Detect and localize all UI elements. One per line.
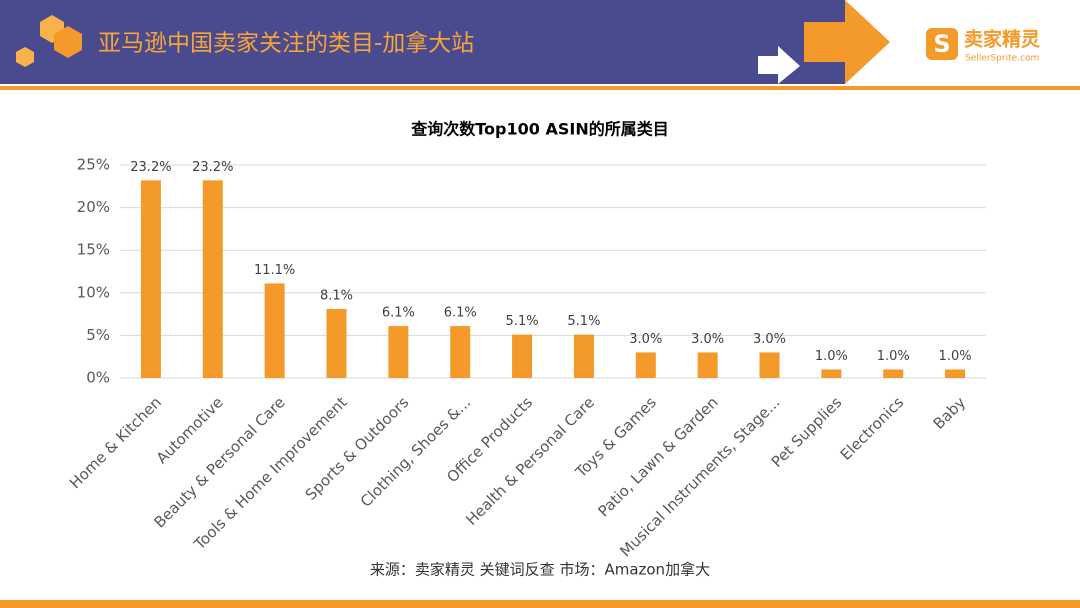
y-tick-label: 25% [77,156,110,174]
data-label: 6.1% [444,306,477,321]
logo-subtext: SellerSprite.com [965,54,1039,64]
x-tick-label: Electronics [837,393,908,464]
bar [450,326,471,378]
data-label: 1.0% [815,349,848,364]
data-label: 23.2% [130,160,171,175]
arrow [758,46,800,84]
x-tick-label: Health & Personal Care [462,393,598,529]
data-label: 23.2% [192,160,233,175]
x-tick-label: Sports & Outdoors [302,393,413,504]
bar [264,283,285,378]
bar [202,180,223,378]
source-note: 来源：卖家精灵 关键词反查 市场：Amazon加拿大 [370,561,710,579]
logo-glyph: S [933,30,950,58]
data-label: 1.0% [939,349,972,364]
bar [388,326,409,378]
data-label: 1.0% [877,349,910,364]
bar [140,180,161,378]
bar [512,334,533,378]
y-tick-label: 20% [77,198,110,216]
data-label: 8.1% [320,288,353,303]
y-tick-label: 10% [77,283,110,301]
data-label: 3.0% [629,332,662,347]
header-band [0,0,845,84]
data-label: 5.1% [567,314,600,329]
data-label: 6.1% [382,306,415,321]
data-label: 3.0% [753,332,786,347]
y-tick-label: 5% [86,326,110,344]
logo-text: 卖家精灵 [964,28,1041,51]
bar [759,352,780,378]
data-label: 11.1% [254,263,295,278]
bar [326,308,347,378]
logo-icon [926,28,958,60]
slide-title: 亚马逊中国卖家关注的类目-加拿大站 [98,30,474,57]
plot: 0% 5% 10% 15% 20% 25% 23.2% Home & Kitchen 23.2%… [66,156,986,560]
chart-title: 查询次数Top100 ASIN的所属类目 [411,120,668,139]
bar [635,352,656,378]
x-tick-label: Baby [930,393,970,433]
hexagon [16,47,34,67]
arrow [804,0,890,84]
y-tick-label: 0% [86,369,110,387]
x-tick-label: Patio, Lawn & Garden [594,393,721,520]
x-tick-label: Clothing, Shoes &... [357,393,474,510]
hexagon [54,26,82,58]
header-rule [0,86,1080,90]
data-label: 3.0% [691,332,724,347]
bar [821,369,842,378]
footer-band [0,600,1080,608]
y-tick-label: 15% [77,241,110,259]
bar [573,334,594,378]
x-tick-label: Home & Kitchen [66,393,165,492]
bar [883,369,904,378]
bar [697,352,718,378]
bar [945,369,966,378]
data-label: 5.1% [506,314,539,329]
